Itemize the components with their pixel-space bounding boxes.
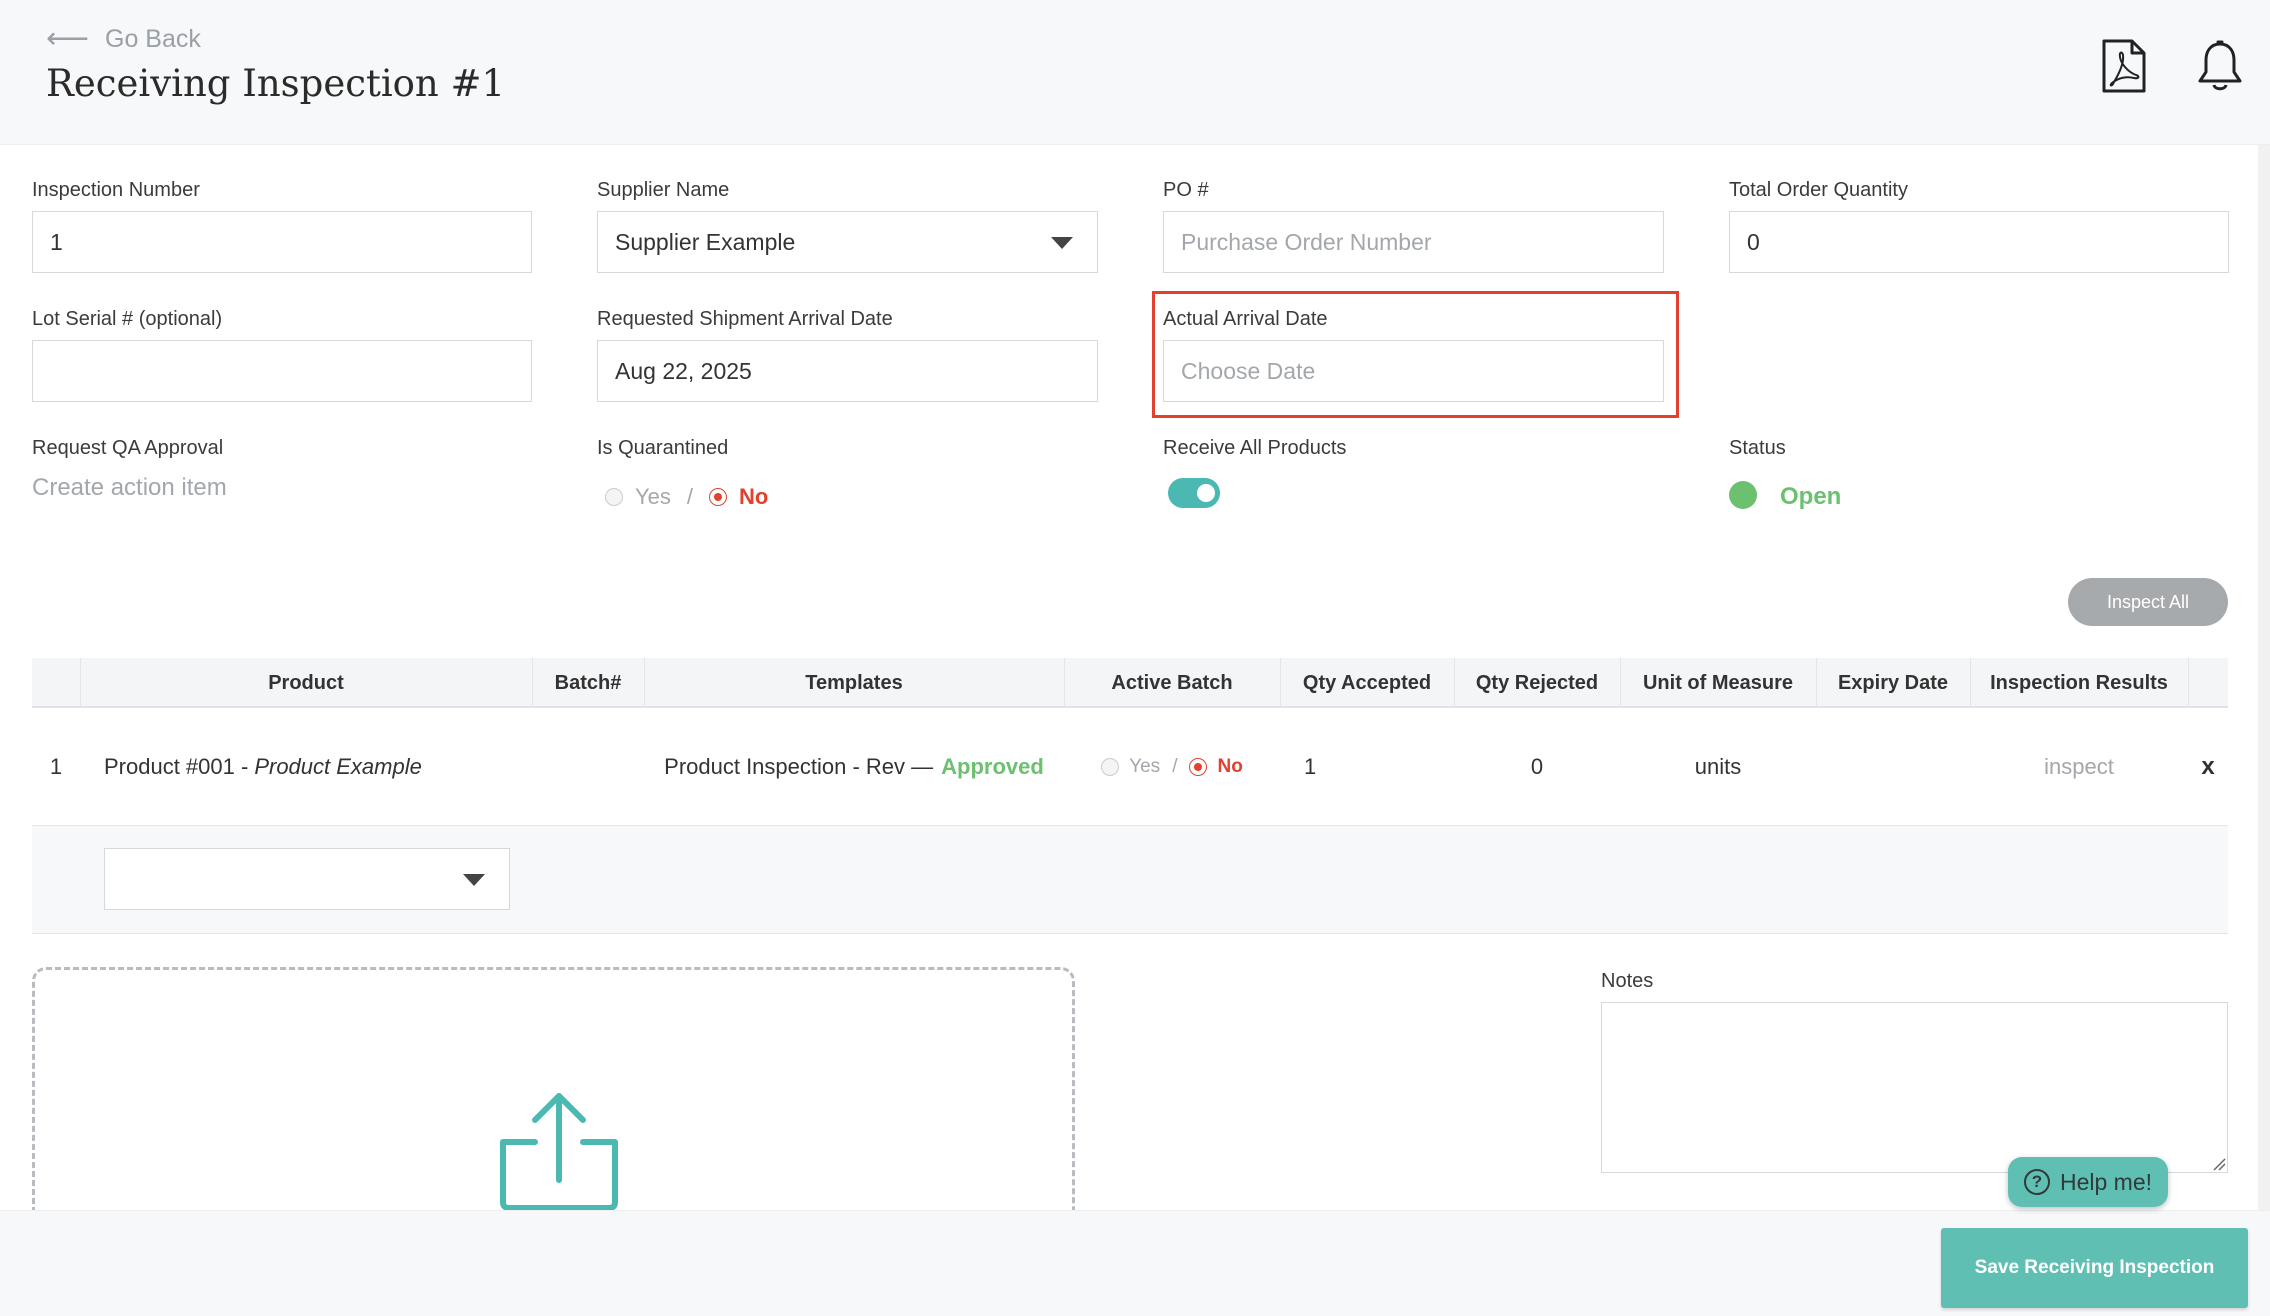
page-header: ⟵ Go Back Receiving Inspection #1 (0, 0, 2270, 145)
actual-arrival-date-input[interactable]: Choose Date (1163, 340, 1664, 402)
active-batch-no-radio[interactable] (1189, 758, 1208, 776)
row-qty-accepted[interactable]: 1 (1304, 754, 1317, 779)
actual-arrival-label: Actual Arrival Date (1163, 308, 1328, 330)
quarantined-separator: / (686, 484, 694, 509)
remove-row-icon[interactable]: x (2201, 753, 2215, 780)
question-icon: ? (2023, 1169, 2050, 1195)
status-label: Status (1729, 437, 1786, 459)
row-qty-rejected[interactable]: 0 (1530, 754, 1544, 779)
row-product: Product #001 - Product Example (104, 708, 524, 826)
total-order-quantity-label: Total Order Quantity (1729, 179, 1908, 201)
supplier-name-label: Supplier Name (597, 179, 730, 201)
table-header: Product Batch# Templates Active Batch Qt… (32, 658, 2228, 708)
lot-serial-label: Lot Serial # (optional) (32, 308, 223, 330)
save-receiving-inspection-button[interactable]: Save Receiving Inspection (1941, 1228, 2248, 1308)
th-product: Product (268, 671, 344, 694)
actual-arrival-highlight (1152, 291, 1679, 418)
bell-icon[interactable] (2194, 38, 2246, 94)
is-quarantined-label: Is Quarantined (597, 437, 729, 459)
inspect-all-button[interactable]: Inspect All (2068, 578, 2228, 626)
product-name: Product Example (254, 754, 422, 779)
row-active-batch: Yes / No (1064, 708, 1280, 826)
row-expiry[interactable] (1816, 708, 1970, 826)
help-label: Help me! (2059, 1168, 2153, 1195)
active-batch-separator: / (1172, 756, 1178, 777)
row-unit: units (1694, 754, 1742, 779)
go-back-link[interactable]: ⟵ Go Back (46, 24, 201, 54)
th-batch: Batch# (554, 671, 622, 694)
arrow-left-icon: ⟵ (46, 22, 90, 55)
th-qty-accepted: Qty Accepted (1302, 671, 1432, 694)
total-order-quantity-input[interactable]: 0 (1729, 211, 2229, 273)
resize-grip-icon[interactable] (2212, 1157, 2226, 1171)
th-templates: Templates (805, 671, 903, 694)
quarantined-yes-radio[interactable] (605, 488, 623, 506)
po-label: PO # (1163, 179, 1209, 201)
requested-arrival-input[interactable]: Aug 22, 2025 (597, 340, 1098, 402)
file-upload-dropzone[interactable] (32, 967, 1075, 1227)
status-dot-icon (1729, 481, 1757, 509)
active-batch-no-label: No (1217, 756, 1243, 777)
template-status: Approved (941, 754, 1044, 779)
row-template[interactable]: Product Inspection - Rev — Approved (644, 708, 1064, 826)
th-qty-rejected: Qty Rejected (1475, 671, 1599, 694)
row-batch (532, 708, 644, 826)
page-title: Receiving Inspection #1 (46, 62, 506, 105)
requested-arrival-label: Requested Shipment Arrival Date (597, 308, 893, 330)
supplier-name-value: Supplier Example (615, 228, 796, 255)
lot-serial-input[interactable] (32, 340, 532, 402)
active-batch-yes-radio[interactable] (1101, 758, 1120, 776)
th-inspection-results: Inspection Results (1990, 671, 2168, 694)
table-row: 1 Product #001 - Product Example Product… (32, 708, 2228, 826)
status-value: Open (1780, 483, 1842, 510)
help-button[interactable]: ? Help me! (2008, 1157, 2168, 1207)
template-name: Product Inspection - Rev — (664, 754, 934, 779)
row-inspect-link[interactable]: inspect (2044, 754, 2114, 779)
page-footer (0, 1210, 2270, 1316)
caret-down-icon (463, 874, 485, 886)
th-unit-of-measure: Unit of Measure (1642, 671, 1794, 694)
active-batch-yes-label: Yes (1129, 756, 1161, 777)
th-expiry-date: Expiry Date (1837, 671, 1949, 694)
go-back-label: Go Back (105, 24, 201, 53)
create-action-item-link[interactable]: Create action item (32, 474, 227, 501)
supplier-name-select[interactable]: Supplier Example (597, 211, 1098, 273)
is-quarantined-radio-group: Yes / No (605, 484, 768, 510)
receive-all-products-label: Receive All Products (1163, 437, 1347, 459)
inspection-number-input[interactable]: 1 (32, 211, 532, 273)
inspection-number-label: Inspection Number (32, 179, 200, 201)
product-code: Product #001 - (104, 754, 249, 779)
quarantined-no-radio[interactable] (709, 488, 728, 506)
pdf-file-icon[interactable] (2098, 38, 2150, 94)
request-qa-label: Request QA Approval (32, 437, 224, 459)
vertical-scrollbar[interactable] (2258, 145, 2270, 1210)
notes-label: Notes (1601, 970, 1654, 992)
caret-down-icon (1051, 237, 1073, 249)
po-input[interactable]: Purchase Order Number (1163, 211, 1664, 273)
add-product-row (32, 826, 2228, 934)
receive-all-products-toggle[interactable] (1168, 478, 1220, 508)
notes-textarea[interactable] (1601, 1002, 2228, 1173)
quarantined-yes-label: Yes (635, 484, 671, 509)
row-index: 1 (49, 754, 63, 779)
quarantined-no-label: No (739, 484, 769, 509)
add-product-select[interactable] (104, 848, 510, 910)
th-active-batch: Active Batch (1111, 671, 1233, 694)
upload-icon (500, 1093, 618, 1210)
